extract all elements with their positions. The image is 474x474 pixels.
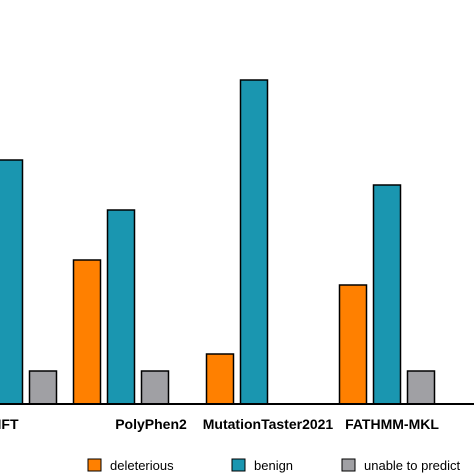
legend-swatch-benign <box>231 458 246 472</box>
legend-label-deleterious: deleterious <box>110 458 174 473</box>
bar-unable-to-predict-fathmm-mkl <box>406 370 436 405</box>
bar-benign-mutationtaster2021 <box>239 79 269 405</box>
bars-group <box>0 79 436 405</box>
bar-deleterious-polyphen2 <box>72 259 102 405</box>
bar-unable-to-predict-polyphen2 <box>140 370 170 405</box>
bar-benign-polyphen2 <box>106 209 136 405</box>
legend-swatch-unable-to-predict <box>341 458 356 472</box>
x-tick-labels: IFT PolyPhen2 MutationTaster2021 FATHMM-MKL <box>0 416 439 432</box>
bar-deleterious-mutationtaster2021 <box>205 353 235 405</box>
bar-benign-sift <box>0 159 24 405</box>
legend-label-benign: benign <box>254 458 293 473</box>
bar-benign-fathmm-mkl <box>372 184 402 405</box>
x-tick-label: MutationTaster2021 <box>203 416 334 432</box>
x-tick-label: PolyPhen2 <box>115 416 187 432</box>
x-tick-label: IFT <box>0 416 19 432</box>
legend-swatch-deleterious <box>87 458 102 472</box>
legend: deleterious benign unable to predict <box>87 458 461 473</box>
legend-label-unable-to-predict: unable to predict <box>364 458 461 473</box>
x-tick-label: FATHMM-MKL <box>345 416 439 432</box>
bar-deleterious-fathmm-mkl <box>338 284 368 405</box>
bar-unable-to-predict-sift <box>28 370 58 405</box>
